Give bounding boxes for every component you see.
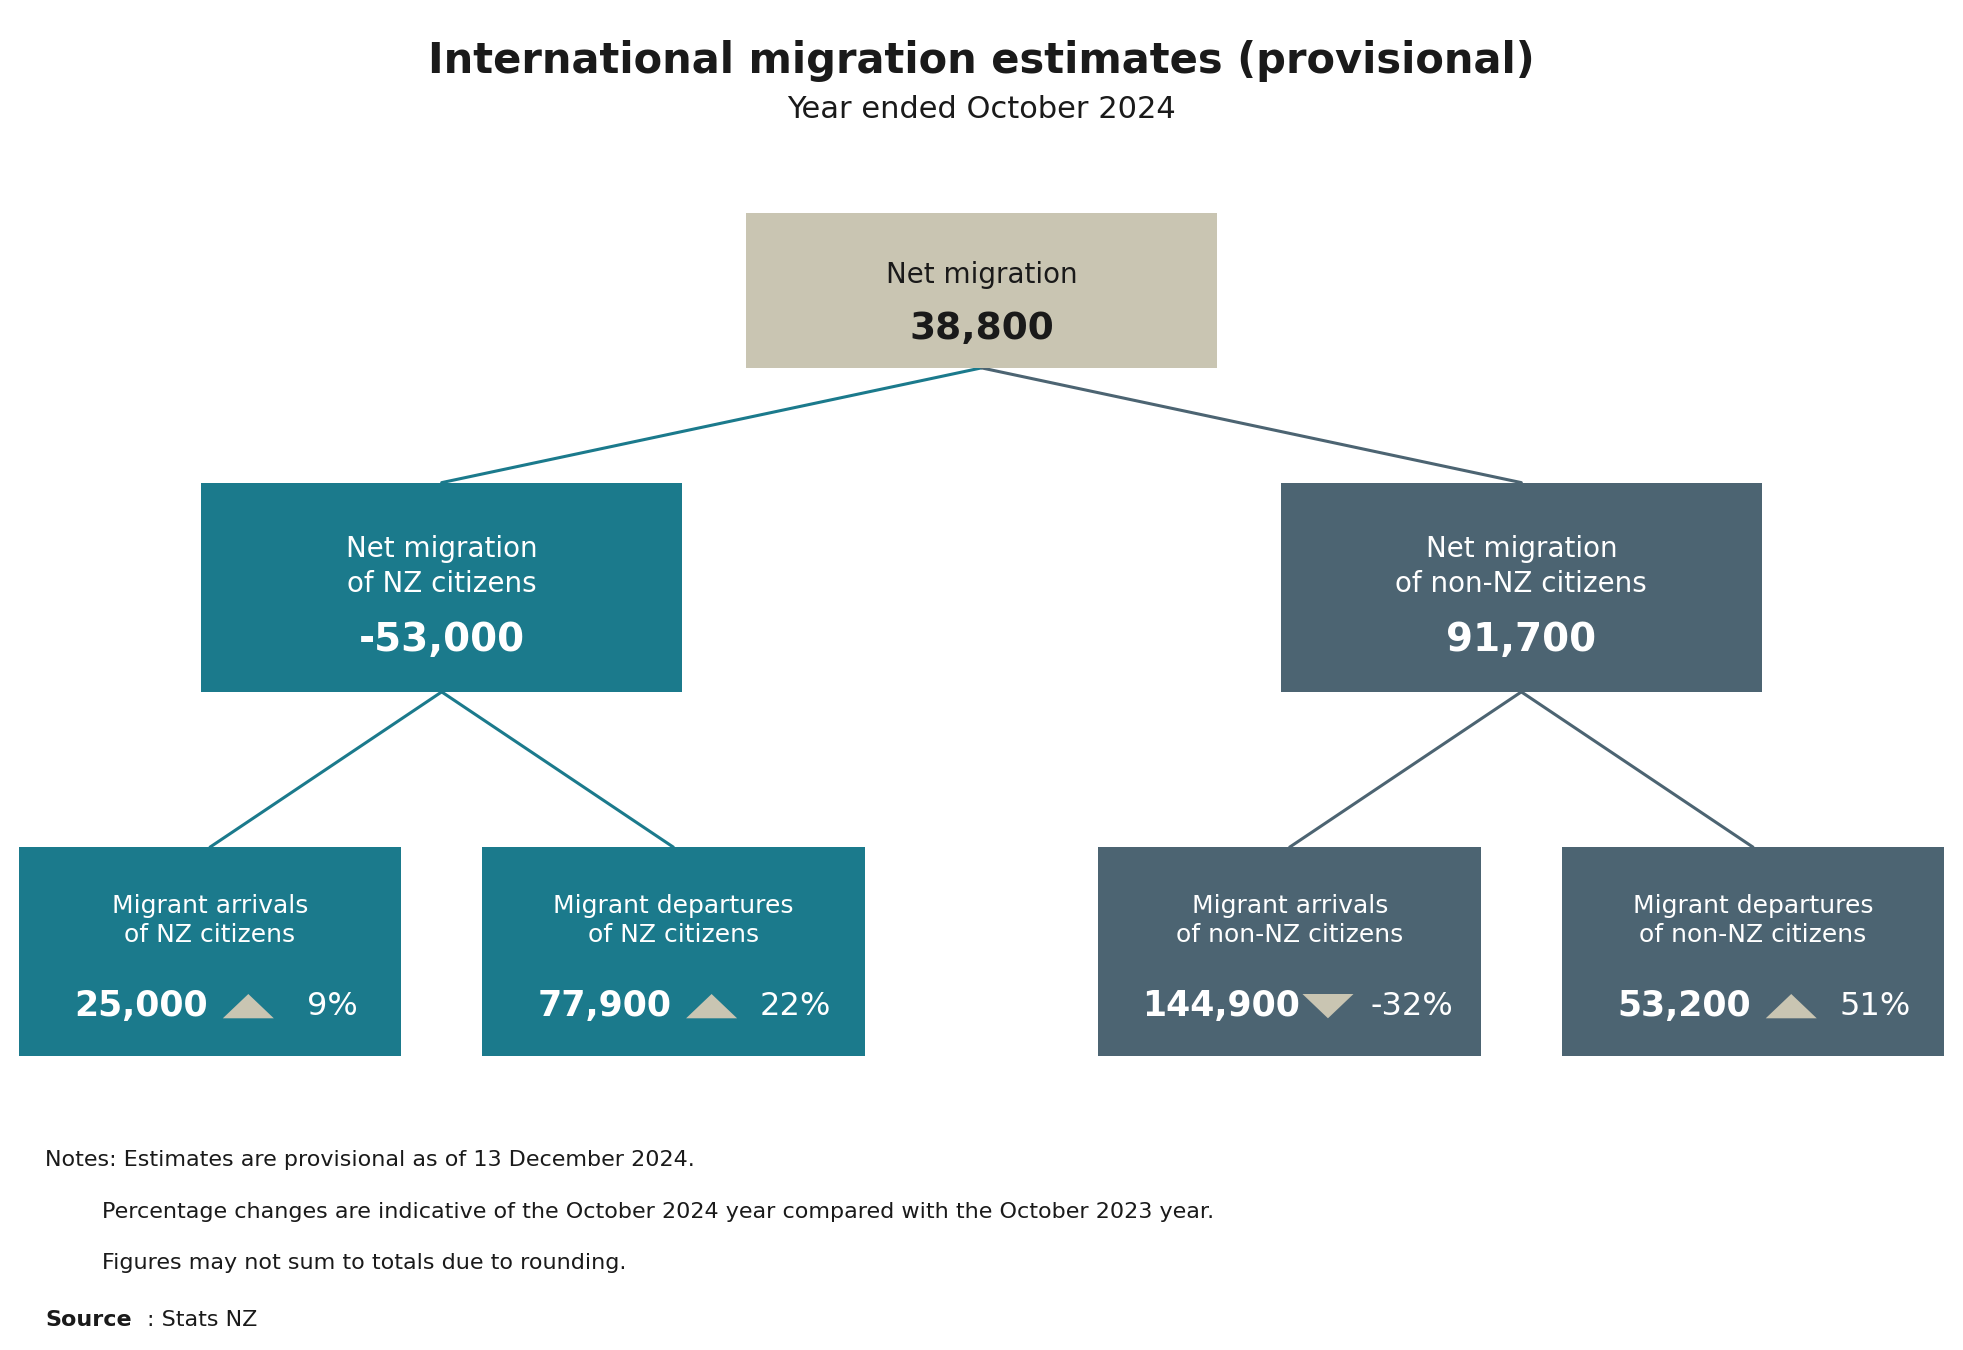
- FancyBboxPatch shape: [202, 483, 683, 693]
- FancyBboxPatch shape: [1282, 483, 1763, 693]
- Text: Year ended October 2024: Year ended October 2024: [787, 95, 1176, 123]
- FancyBboxPatch shape: [1563, 848, 1943, 1057]
- Text: Source: Source: [45, 1310, 132, 1330]
- Text: Migrant arrivals
of NZ citizens: Migrant arrivals of NZ citizens: [112, 894, 308, 948]
- Text: Migrant departures
of non-NZ citizens: Migrant departures of non-NZ citizens: [1633, 894, 1873, 948]
- FancyBboxPatch shape: [18, 848, 402, 1057]
- Text: 77,900: 77,900: [538, 990, 671, 1023]
- Text: Percentage changes are indicative of the October 2024 year compared with the Oct: Percentage changes are indicative of the…: [45, 1202, 1215, 1222]
- Text: 22%: 22%: [760, 991, 832, 1022]
- FancyBboxPatch shape: [483, 848, 864, 1057]
- Text: 91,700: 91,700: [1447, 621, 1596, 659]
- FancyBboxPatch shape: [1099, 848, 1480, 1057]
- Text: 9%: 9%: [306, 991, 357, 1022]
- Text: : Stats NZ: : Stats NZ: [147, 1310, 257, 1330]
- Text: Net migration
of non-NZ citizens: Net migration of non-NZ citizens: [1396, 535, 1647, 598]
- Text: 53,200: 53,200: [1618, 990, 1751, 1023]
- Polygon shape: [1767, 994, 1818, 1018]
- Text: Net migration: Net migration: [885, 261, 1078, 289]
- Text: 38,800: 38,800: [909, 310, 1054, 347]
- Text: Migrant departures
of NZ citizens: Migrant departures of NZ citizens: [554, 894, 793, 948]
- Polygon shape: [224, 994, 275, 1018]
- Text: Migrant arrivals
of non-NZ citizens: Migrant arrivals of non-NZ citizens: [1176, 894, 1404, 948]
- Text: -32%: -32%: [1370, 991, 1453, 1022]
- Text: 144,900: 144,900: [1142, 990, 1300, 1023]
- Polygon shape: [687, 994, 738, 1018]
- FancyBboxPatch shape: [746, 213, 1217, 369]
- Text: Notes: Estimates are provisional as of 13 December 2024.: Notes: Estimates are provisional as of 1…: [45, 1150, 695, 1170]
- Text: Net migration
of NZ citizens: Net migration of NZ citizens: [345, 535, 538, 598]
- Text: 51%: 51%: [1839, 991, 1912, 1022]
- Text: Figures may not sum to totals due to rounding.: Figures may not sum to totals due to rou…: [45, 1253, 626, 1273]
- Text: International migration estimates (provisional): International migration estimates (provi…: [428, 40, 1535, 82]
- Polygon shape: [1303, 994, 1354, 1018]
- Text: 25,000: 25,000: [75, 990, 208, 1023]
- Text: -53,000: -53,000: [359, 621, 524, 659]
